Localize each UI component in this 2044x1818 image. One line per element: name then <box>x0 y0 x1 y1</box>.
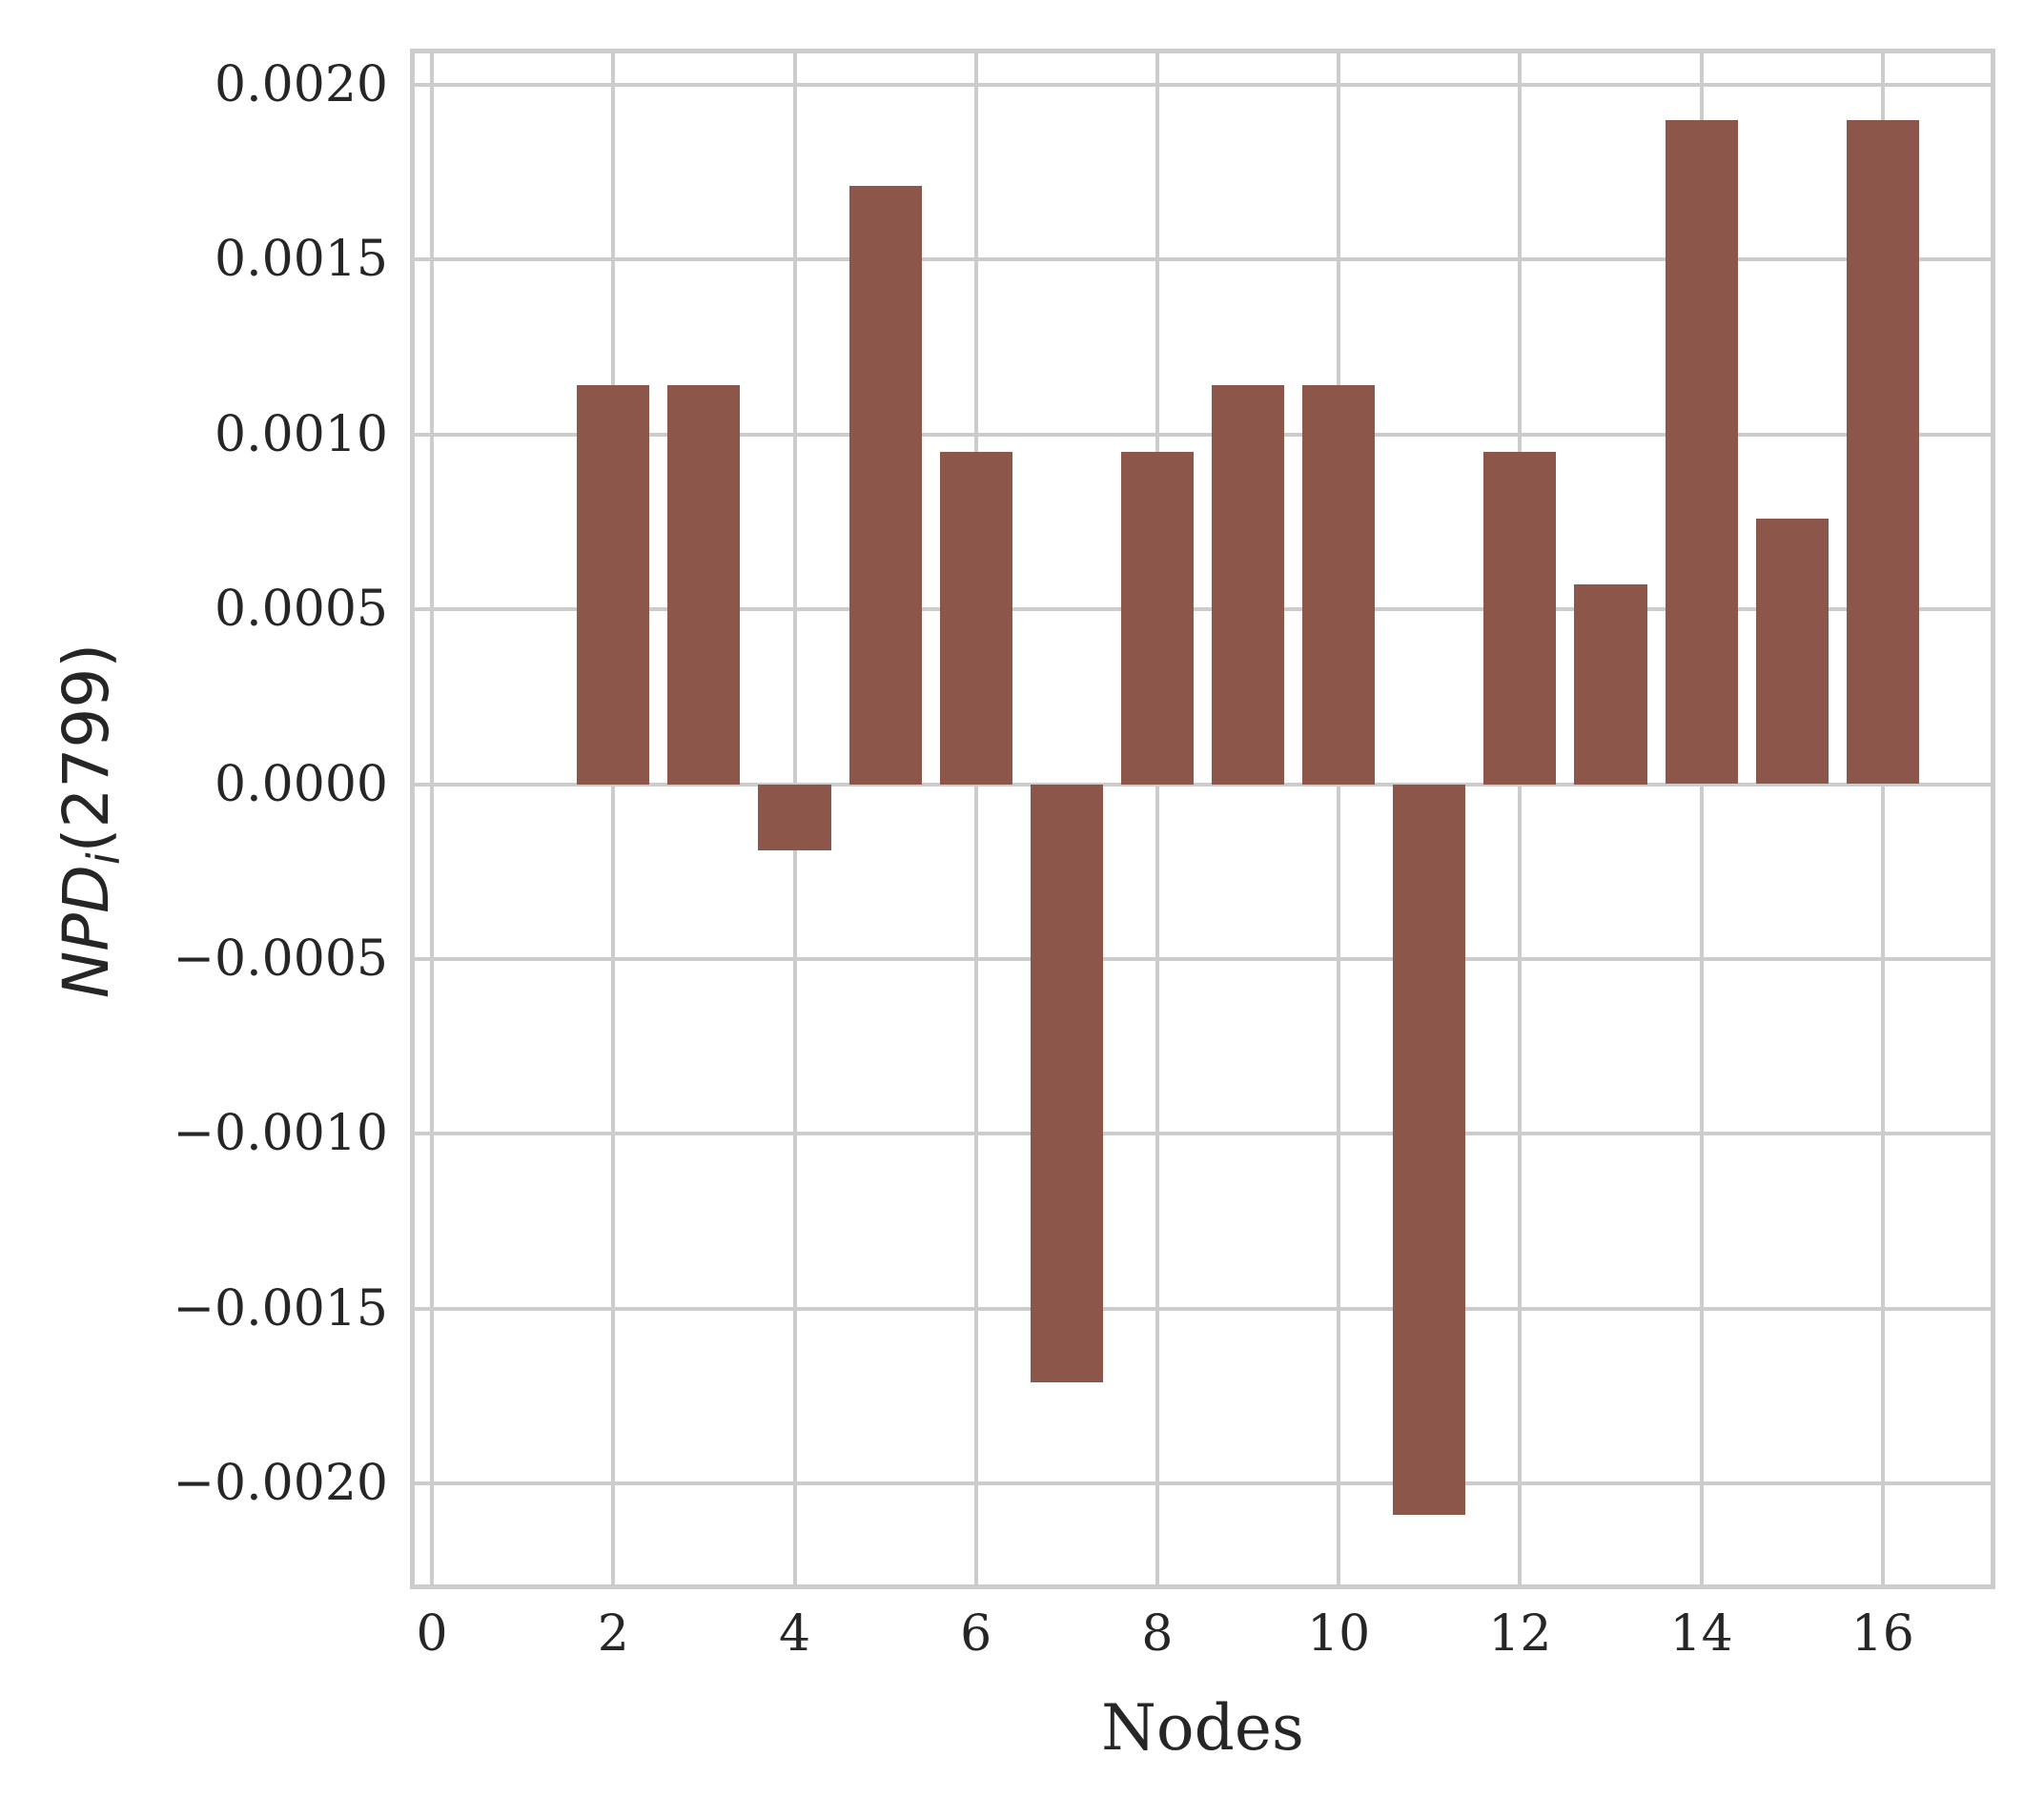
ytick-label-0.0000: 0.0000 <box>215 755 388 813</box>
xtick-label-6: 6 <box>960 1605 992 1663</box>
ytick-label-0.0020: 0.0020 <box>215 56 388 113</box>
bar-node-6 <box>939 452 1012 785</box>
bar-node-13 <box>1574 584 1647 785</box>
ytick-label-−0.0010: −0.0010 <box>173 1105 388 1163</box>
xtick-label-14: 14 <box>1669 1605 1733 1663</box>
x-axis-label-text: Nodes <box>1101 1691 1304 1765</box>
bar-node-3 <box>667 385 741 785</box>
gridline-x-14 <box>1699 53 1704 1584</box>
gridline-y-−0.0020 <box>415 1481 1991 1485</box>
gridline-x-6 <box>973 53 978 1584</box>
bar-node-12 <box>1483 452 1557 785</box>
gridline-y-0.0005 <box>415 607 1991 612</box>
bar-node-11 <box>1393 784 1466 1515</box>
gridline-x-2 <box>611 53 616 1584</box>
ytick-label-−0.0020: −0.0020 <box>173 1455 388 1512</box>
gridline-y-0.0020 <box>415 83 1991 87</box>
gridline-y-0.0015 <box>415 257 1991 262</box>
bar-node-5 <box>848 186 922 785</box>
bar-node-14 <box>1665 119 1738 785</box>
bar-node-2 <box>577 385 650 785</box>
ytick-label-−0.0015: −0.0015 <box>173 1279 388 1338</box>
x-axis-label: Nodes <box>1101 1697 1304 1760</box>
y-axis-label: NPDi(2799) <box>50 643 130 998</box>
bar-node-10 <box>1302 385 1376 785</box>
gridline-y-−0.0010 <box>415 1132 1991 1136</box>
xtick-label-16: 16 <box>1850 1605 1914 1663</box>
xtick-label-4: 4 <box>778 1605 811 1663</box>
ytick-label-0.0015: 0.0015 <box>215 231 388 289</box>
gridline-x-12 <box>1518 53 1523 1584</box>
gridline-x-0 <box>430 53 435 1584</box>
y-axis-label-var: NPD <box>50 865 123 999</box>
gridline-x-16 <box>1880 53 1885 1584</box>
gridline-y-0.0000 <box>415 782 1991 786</box>
xtick-label-0: 0 <box>416 1605 448 1663</box>
gridline-x-10 <box>1337 53 1341 1584</box>
xtick-label-8: 8 <box>1141 1605 1174 1663</box>
gridline-x-8 <box>1155 53 1159 1584</box>
gridline-y-0.0010 <box>415 432 1991 437</box>
ytick-label-0.0010: 0.0010 <box>215 405 388 463</box>
bar-node-16 <box>1846 119 1919 785</box>
xtick-label-12: 12 <box>1488 1605 1552 1663</box>
y-axis-label-suffix: (2799) <box>50 643 123 853</box>
gridline-y-−0.0005 <box>415 956 1991 961</box>
xtick-label-2: 2 <box>597 1605 629 1663</box>
y-axis-label-subscript: i <box>78 852 130 866</box>
bar-node-7 <box>1030 784 1103 1382</box>
xtick-label-10: 10 <box>1307 1605 1371 1663</box>
bar-node-4 <box>758 784 831 851</box>
ytick-label-0.0005: 0.0005 <box>215 581 388 639</box>
bar-node-15 <box>1755 518 1829 785</box>
gridline-y-−0.0015 <box>415 1306 1991 1311</box>
axes-border <box>410 49 1995 1589</box>
ytick-label-−0.0005: −0.0005 <box>173 929 388 988</box>
bar-node-9 <box>1212 385 1285 785</box>
bar-node-8 <box>1120 452 1194 785</box>
